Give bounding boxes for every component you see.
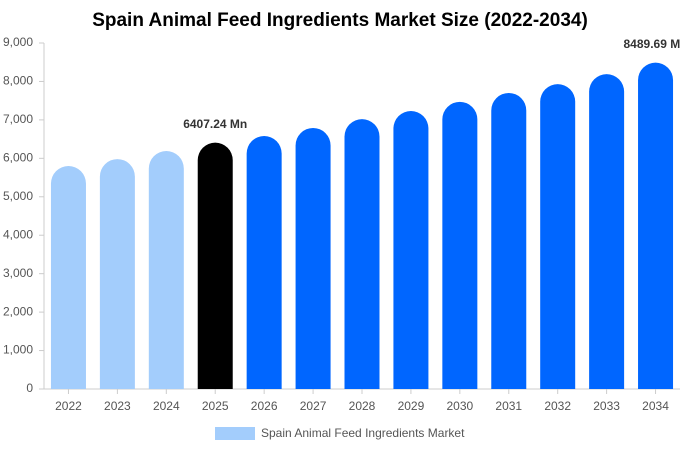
x-tick-label: 2033 xyxy=(593,399,620,413)
bar xyxy=(491,92,527,389)
y-tick-label: 4,000 xyxy=(3,227,33,241)
legend-label: Spain Animal Feed Ingredients Market xyxy=(261,426,465,440)
bar xyxy=(50,166,86,389)
legend-swatch xyxy=(215,427,255,440)
x-tick-label: 2034 xyxy=(642,399,669,413)
y-tick-label: 5,000 xyxy=(3,189,33,203)
x-tick-label: 2022 xyxy=(55,399,82,413)
x-tick-label: 2030 xyxy=(446,399,473,413)
bar xyxy=(589,74,625,389)
bar xyxy=(99,159,135,389)
x-tick-label: 2023 xyxy=(104,399,131,413)
x-tick-label: 2025 xyxy=(202,399,229,413)
bar xyxy=(442,101,478,389)
bar xyxy=(344,119,380,390)
x-tick-label: 2032 xyxy=(544,399,571,413)
y-tick-label: 8,000 xyxy=(3,74,33,88)
bar xyxy=(246,136,282,389)
bar xyxy=(197,142,233,389)
x-tick-label: 2026 xyxy=(251,399,278,413)
y-tick-label: 1,000 xyxy=(3,343,33,357)
y-tick-label: 0 xyxy=(26,381,33,395)
bar xyxy=(148,151,184,389)
y-tick-label: 6,000 xyxy=(3,151,33,165)
data-label: 6407.24 Mn xyxy=(183,117,247,131)
y-tick-label: 7,000 xyxy=(3,112,33,126)
x-tick-label: 2029 xyxy=(398,399,425,413)
y-tick-label: 2,000 xyxy=(3,304,33,318)
data-label: 8489.69 Mn xyxy=(624,37,680,51)
x-tick-label: 2031 xyxy=(495,399,522,413)
y-tick-label: 9,000 xyxy=(3,35,33,49)
bar xyxy=(540,84,576,389)
bar xyxy=(295,127,331,390)
chart-title: Spain Animal Feed Ingredients Market Siz… xyxy=(92,10,588,31)
x-tick-label: 2028 xyxy=(349,399,376,413)
bar xyxy=(638,62,674,389)
bar xyxy=(393,111,429,389)
y-tick-label: 3,000 xyxy=(3,266,33,280)
x-tick-label: 2024 xyxy=(153,399,180,413)
x-tick-label: 2027 xyxy=(300,399,327,413)
